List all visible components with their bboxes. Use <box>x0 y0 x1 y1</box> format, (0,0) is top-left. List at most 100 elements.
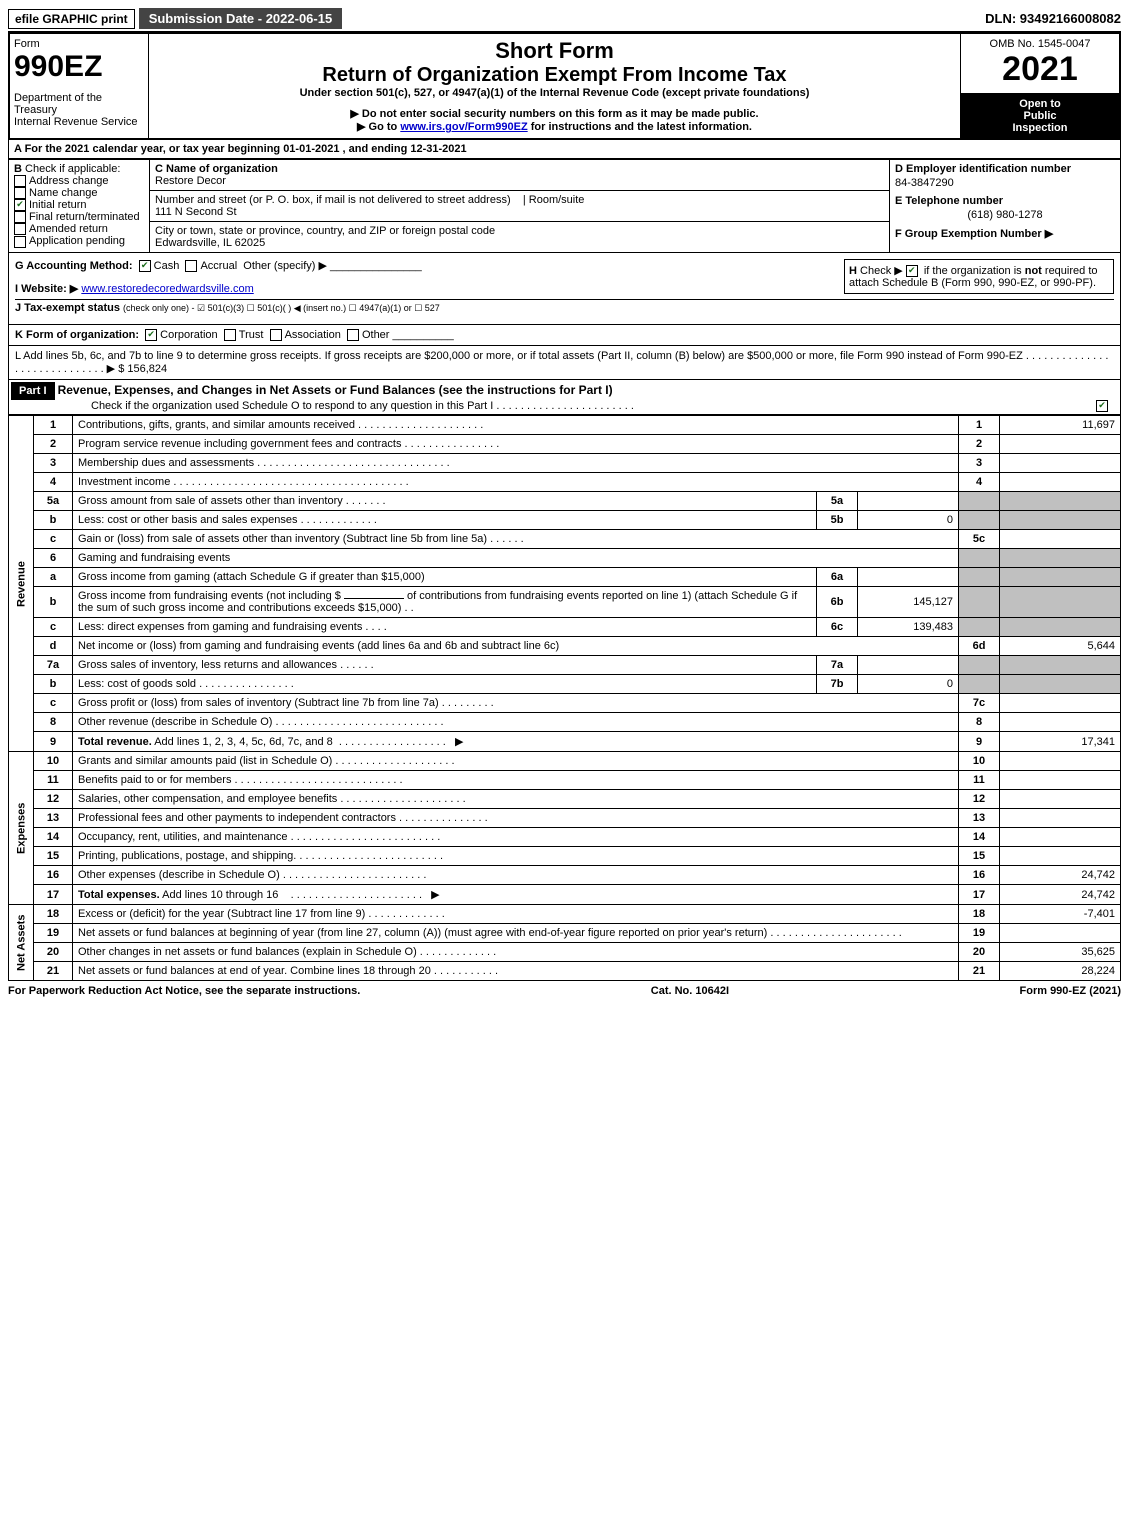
sub-label: 5b <box>817 511 858 530</box>
goto-post: for instructions and the latest informat… <box>528 121 752 133</box>
l6b-pre: Gross income from fundraising events (no… <box>78 590 341 602</box>
part-i-title: Revenue, Expenses, and Changes in Net As… <box>58 383 613 397</box>
line-6b-desc: Gross income from fundraising events (no… <box>73 587 817 618</box>
checkbox-icon[interactable] <box>185 260 197 272</box>
chk-label: Final return/terminated <box>29 211 140 223</box>
checkbox-icon[interactable] <box>270 329 282 341</box>
line-value: 24,742 <box>1000 866 1121 885</box>
irs-link[interactable]: www.irs.gov/Form990EZ <box>400 121 527 133</box>
shaded-cell <box>959 656 1000 675</box>
efile-print-button[interactable]: efile GRAPHIC print <box>8 9 135 29</box>
shaded-cell <box>959 675 1000 694</box>
checkbox-icon[interactable] <box>14 211 26 223</box>
section-b-label: B <box>14 163 22 175</box>
checkbox-icon[interactable] <box>14 175 26 187</box>
revenue-section-label: Revenue <box>9 416 34 752</box>
shaded-cell <box>959 549 1000 568</box>
line-desc: Net income or (loss) from gaming and fun… <box>73 637 959 656</box>
line-num-right: 21 <box>959 962 1000 981</box>
public: Public <box>965 110 1115 122</box>
line-num: 6 <box>34 549 73 568</box>
line-desc: Less: direct expenses from gaming and fu… <box>73 618 817 637</box>
check-address-change[interactable]: Address change <box>14 175 144 187</box>
goto-pre: ▶ Go to <box>357 121 400 133</box>
chk-label: Amended return <box>29 223 108 235</box>
line-desc: Gaming and fundraising events <box>73 549 959 568</box>
chk-label: Initial return <box>29 199 86 211</box>
ein: 84-3847290 <box>895 175 1115 195</box>
check-applicable: Check if applicable: <box>25 163 120 175</box>
line-desc: Grants and similar amounts paid (list in… <box>73 752 959 771</box>
checkbox-icon[interactable] <box>347 329 359 341</box>
line-num: 20 <box>34 943 73 962</box>
line-desc: Net assets or fund balances at beginning… <box>73 924 959 943</box>
section-a: A For the 2021 calendar year, or tax yea… <box>8 140 1121 159</box>
checkbox-icon[interactable] <box>224 329 236 341</box>
h-text: Check ▶ if the organization is not requi… <box>849 265 1098 289</box>
line-value <box>1000 713 1121 732</box>
line-value <box>1000 828 1121 847</box>
line-desc: Benefits paid to or for members . . . . … <box>73 771 959 790</box>
footer-right: Form 990-EZ (2021) <box>1020 985 1122 997</box>
page-footer: For Paperwork Reduction Act Notice, see … <box>8 981 1121 997</box>
chk-label: Name change <box>29 187 98 199</box>
shaded-cell <box>1000 549 1121 568</box>
org-name: Restore Decor <box>155 175 226 187</box>
dln-number: DLN: 93492166008082 <box>985 11 1121 26</box>
top-bar: efile GRAPHIC print Submission Date - 20… <box>8 8 1121 33</box>
part-i-table: Revenue 1 Contributions, gifts, grants, … <box>8 415 1121 981</box>
checkbox-icon[interactable] <box>14 187 26 199</box>
line-num: 13 <box>34 809 73 828</box>
line-desc: Other revenue (describe in Schedule O) .… <box>73 713 959 732</box>
check-amended[interactable]: Amended return <box>14 223 144 235</box>
accounting-accrual: Accrual <box>200 260 237 272</box>
checkbox-icon[interactable] <box>145 329 157 341</box>
check-initial-return[interactable]: Initial return <box>14 199 144 211</box>
website-link[interactable]: www.restoredecoredwardsville.com <box>81 283 253 295</box>
line-17-desc: Total expenses. Add lines 10 through 16 … <box>73 885 959 905</box>
line-num-right: 18 <box>959 905 1000 924</box>
line-num: d <box>34 637 73 656</box>
checkbox-icon[interactable] <box>14 223 26 235</box>
shaded-cell <box>959 511 1000 530</box>
line-num-right: 12 <box>959 790 1000 809</box>
line-desc: Printing, publications, postage, and shi… <box>73 847 959 866</box>
line-desc: Membership dues and assessments . . . . … <box>73 454 959 473</box>
line-num-right: 15 <box>959 847 1000 866</box>
line-value: 11,697 <box>1000 416 1121 435</box>
line-num: 5a <box>34 492 73 511</box>
line-desc: Less: cost of goods sold . . . . . . . .… <box>73 675 817 694</box>
omb-number: OMB No. 1545-0047 <box>965 38 1115 50</box>
accounting-cash: Cash <box>154 260 180 272</box>
checkbox-icon[interactable] <box>1096 400 1108 412</box>
k-assoc: Association <box>285 329 341 341</box>
form-label: Form <box>14 38 144 50</box>
line-num-right: 14 <box>959 828 1000 847</box>
k-other: Other <box>362 329 390 341</box>
city-label: City or town, state or province, country… <box>155 225 495 237</box>
check-final-return[interactable]: Final return/terminated <box>14 211 144 223</box>
section-d-label: D Employer identification number <box>895 163 1071 175</box>
line-desc: Gross sales of inventory, less returns a… <box>73 656 817 675</box>
line-num: c <box>34 618 73 637</box>
checkbox-icon[interactable] <box>14 199 26 211</box>
sub-value: 145,127 <box>858 587 959 618</box>
line-num-right: 9 <box>959 732 1000 752</box>
form-header: Form 990EZ Department of the Treasury In… <box>8 33 1121 140</box>
check-app-pending[interactable]: Application pending <box>14 235 144 247</box>
line-num: 3 <box>34 454 73 473</box>
checkbox-icon[interactable] <box>906 265 918 277</box>
submission-date: Submission Date - 2022-06-15 <box>139 8 343 29</box>
checkbox-icon[interactable] <box>14 236 26 248</box>
line-desc: Gross profit or (loss) from sales of inv… <box>73 694 959 713</box>
section-e-label: E Telephone number <box>895 195 1003 207</box>
shaded-cell <box>1000 511 1121 530</box>
checkbox-icon[interactable] <box>139 260 151 272</box>
line-num: 12 <box>34 790 73 809</box>
line-value <box>1000 771 1121 790</box>
check-name-change[interactable]: Name change <box>14 187 144 199</box>
line-num: b <box>34 587 73 618</box>
line-desc: Salaries, other compensation, and employ… <box>73 790 959 809</box>
addr-label: Number and street (or P. O. box, if mail… <box>155 194 511 206</box>
line-desc: Professional fees and other payments to … <box>73 809 959 828</box>
